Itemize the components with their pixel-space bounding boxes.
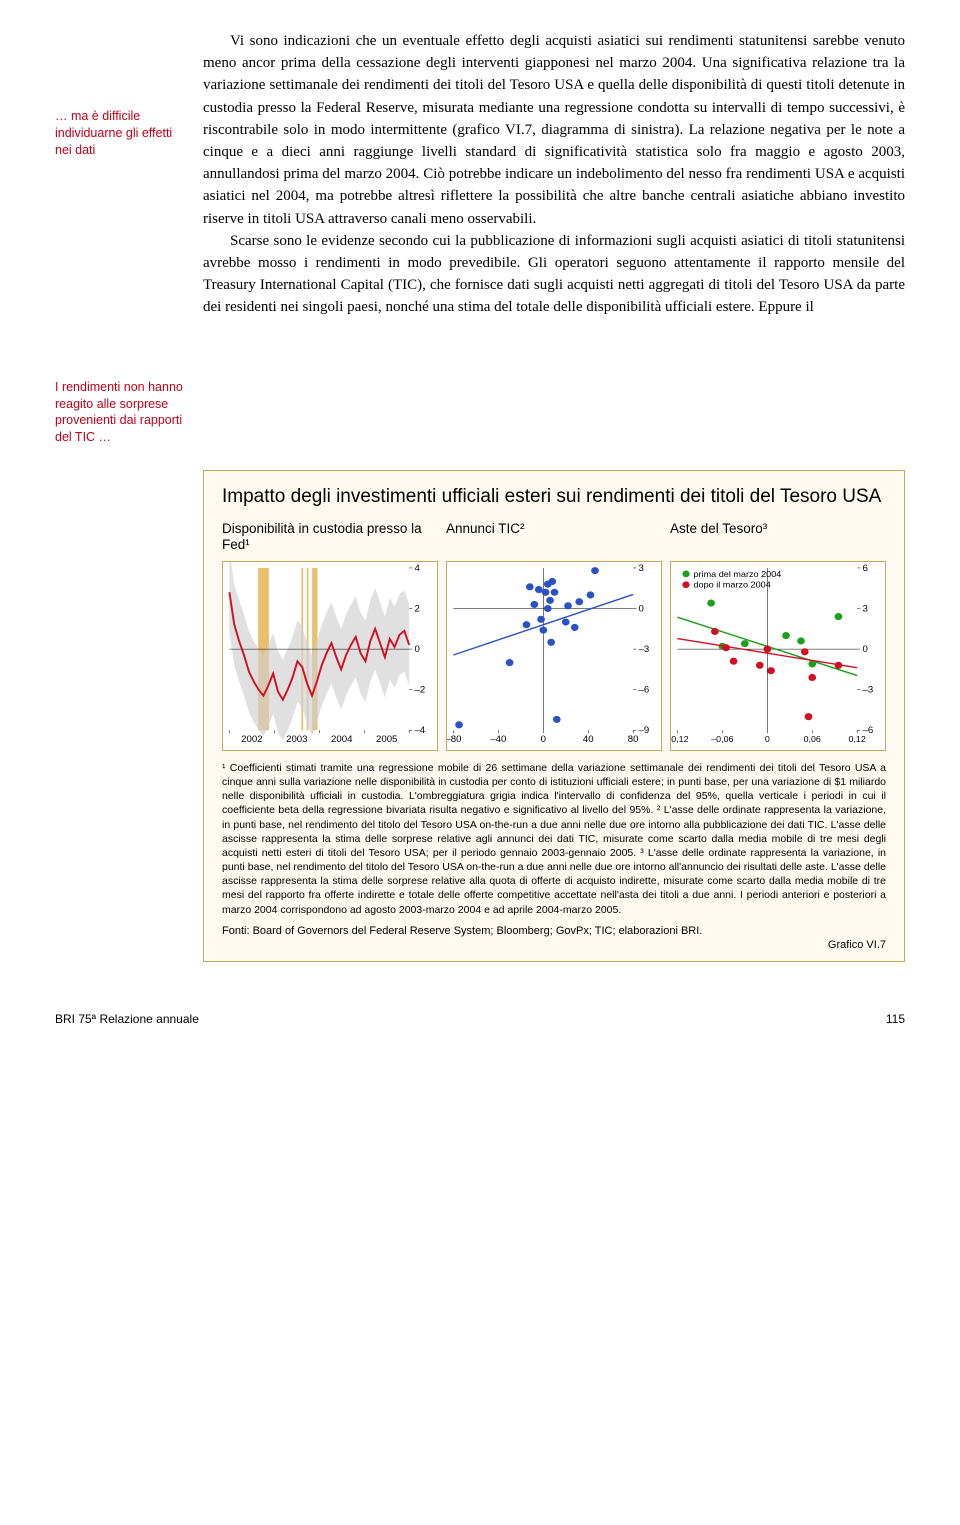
panel-b-title: Annunci TIC² bbox=[446, 521, 662, 555]
svg-text:–80: –80 bbox=[447, 734, 461, 744]
svg-text:0,12: 0,12 bbox=[849, 734, 867, 744]
chart-panels-row: Disponibilità in custodia presso la Fed¹… bbox=[222, 521, 886, 751]
svg-text:0: 0 bbox=[765, 734, 770, 744]
svg-text:–40: –40 bbox=[490, 734, 506, 744]
margin-column: … ma è difficile individuarne gli effett… bbox=[55, 30, 185, 446]
svg-text:dopo il marzo 2004: dopo il marzo 2004 bbox=[693, 580, 770, 590]
figure-title: Impatto degli investimenti ufficiali est… bbox=[222, 485, 886, 509]
body-text-block: … ma è difficile individuarne gli effett… bbox=[55, 30, 905, 446]
svg-text:–9: –9 bbox=[639, 725, 650, 735]
svg-text:–6: –6 bbox=[639, 685, 650, 695]
figure-sources: Fonti: Board of Governors del Federal Re… bbox=[222, 925, 886, 937]
svg-text:2005: 2005 bbox=[376, 734, 397, 744]
margin-note-1: … ma è difficile individuarne gli effett… bbox=[55, 108, 185, 159]
svg-text:2004: 2004 bbox=[331, 734, 352, 744]
panel-c-chart: prima del marzo 2004dopo il marzo 2004–6… bbox=[670, 561, 886, 751]
paragraph-1: Vi sono indicazioni che un eventuale eff… bbox=[203, 30, 905, 230]
svg-text:80: 80 bbox=[628, 734, 639, 744]
figure-box: Impatto degli investimenti ufficiali est… bbox=[203, 470, 905, 962]
panel-c-title: Aste del Tesoro³ bbox=[670, 521, 886, 555]
svg-text:–2: –2 bbox=[415, 685, 426, 695]
svg-text:3: 3 bbox=[639, 563, 644, 573]
svg-text:2: 2 bbox=[415, 604, 420, 614]
svg-text:4: 4 bbox=[415, 563, 420, 573]
footer-left: BRI 75ª Relazione annuale bbox=[55, 1012, 199, 1026]
margin-note-2: I rendimenti non hanno reagito alle sorp… bbox=[55, 379, 185, 447]
svg-text:40: 40 bbox=[583, 734, 594, 744]
svg-text:prima del marzo 2004: prima del marzo 2004 bbox=[693, 569, 781, 579]
svg-text:2002: 2002 bbox=[241, 734, 262, 744]
figure-label: Grafico VI.7 bbox=[222, 939, 886, 951]
svg-text:0: 0 bbox=[541, 734, 546, 744]
paragraph-2: Scarse sono le evidenze secondo cui la p… bbox=[203, 230, 905, 319]
panel-b: Annunci TIC² –9 –6 –3 0 3 –80 –40 0 40 80 bbox=[446, 521, 662, 751]
panel-c: Aste del Tesoro³ prima del marzo 2004dop… bbox=[670, 521, 886, 751]
main-text: Vi sono indicazioni che un eventuale eff… bbox=[203, 30, 905, 446]
svg-text:6: 6 bbox=[863, 563, 868, 573]
svg-text:–4: –4 bbox=[415, 725, 426, 735]
footer-right: 115 bbox=[886, 1012, 905, 1026]
svg-text:0: 0 bbox=[639, 604, 644, 614]
svg-text:–0,06: –0,06 bbox=[711, 734, 733, 744]
svg-text:–0,12: –0,12 bbox=[671, 734, 689, 744]
page-footer: BRI 75ª Relazione annuale 115 bbox=[55, 1012, 905, 1026]
svg-text:2003: 2003 bbox=[286, 734, 307, 744]
svg-text:–3: –3 bbox=[639, 644, 650, 654]
svg-text:0: 0 bbox=[863, 644, 868, 654]
panel-a-chart: –4 –2 0 2 4 2002 2003 2004 2005 bbox=[222, 561, 438, 751]
figure-footnote: ¹ Coefficienti stimati tramite una regre… bbox=[222, 761, 886, 917]
panel-a-title: Disponibilità in custodia presso la Fed¹ bbox=[222, 521, 438, 555]
svg-text:3: 3 bbox=[863, 604, 868, 614]
svg-text:0: 0 bbox=[415, 644, 420, 654]
panel-b-chart: –9 –6 –3 0 3 –80 –40 0 40 80 bbox=[446, 561, 662, 751]
panel-a: Disponibilità in custodia presso la Fed¹… bbox=[222, 521, 438, 751]
svg-text:0,06: 0,06 bbox=[804, 734, 822, 744]
svg-text:–3: –3 bbox=[863, 685, 874, 695]
